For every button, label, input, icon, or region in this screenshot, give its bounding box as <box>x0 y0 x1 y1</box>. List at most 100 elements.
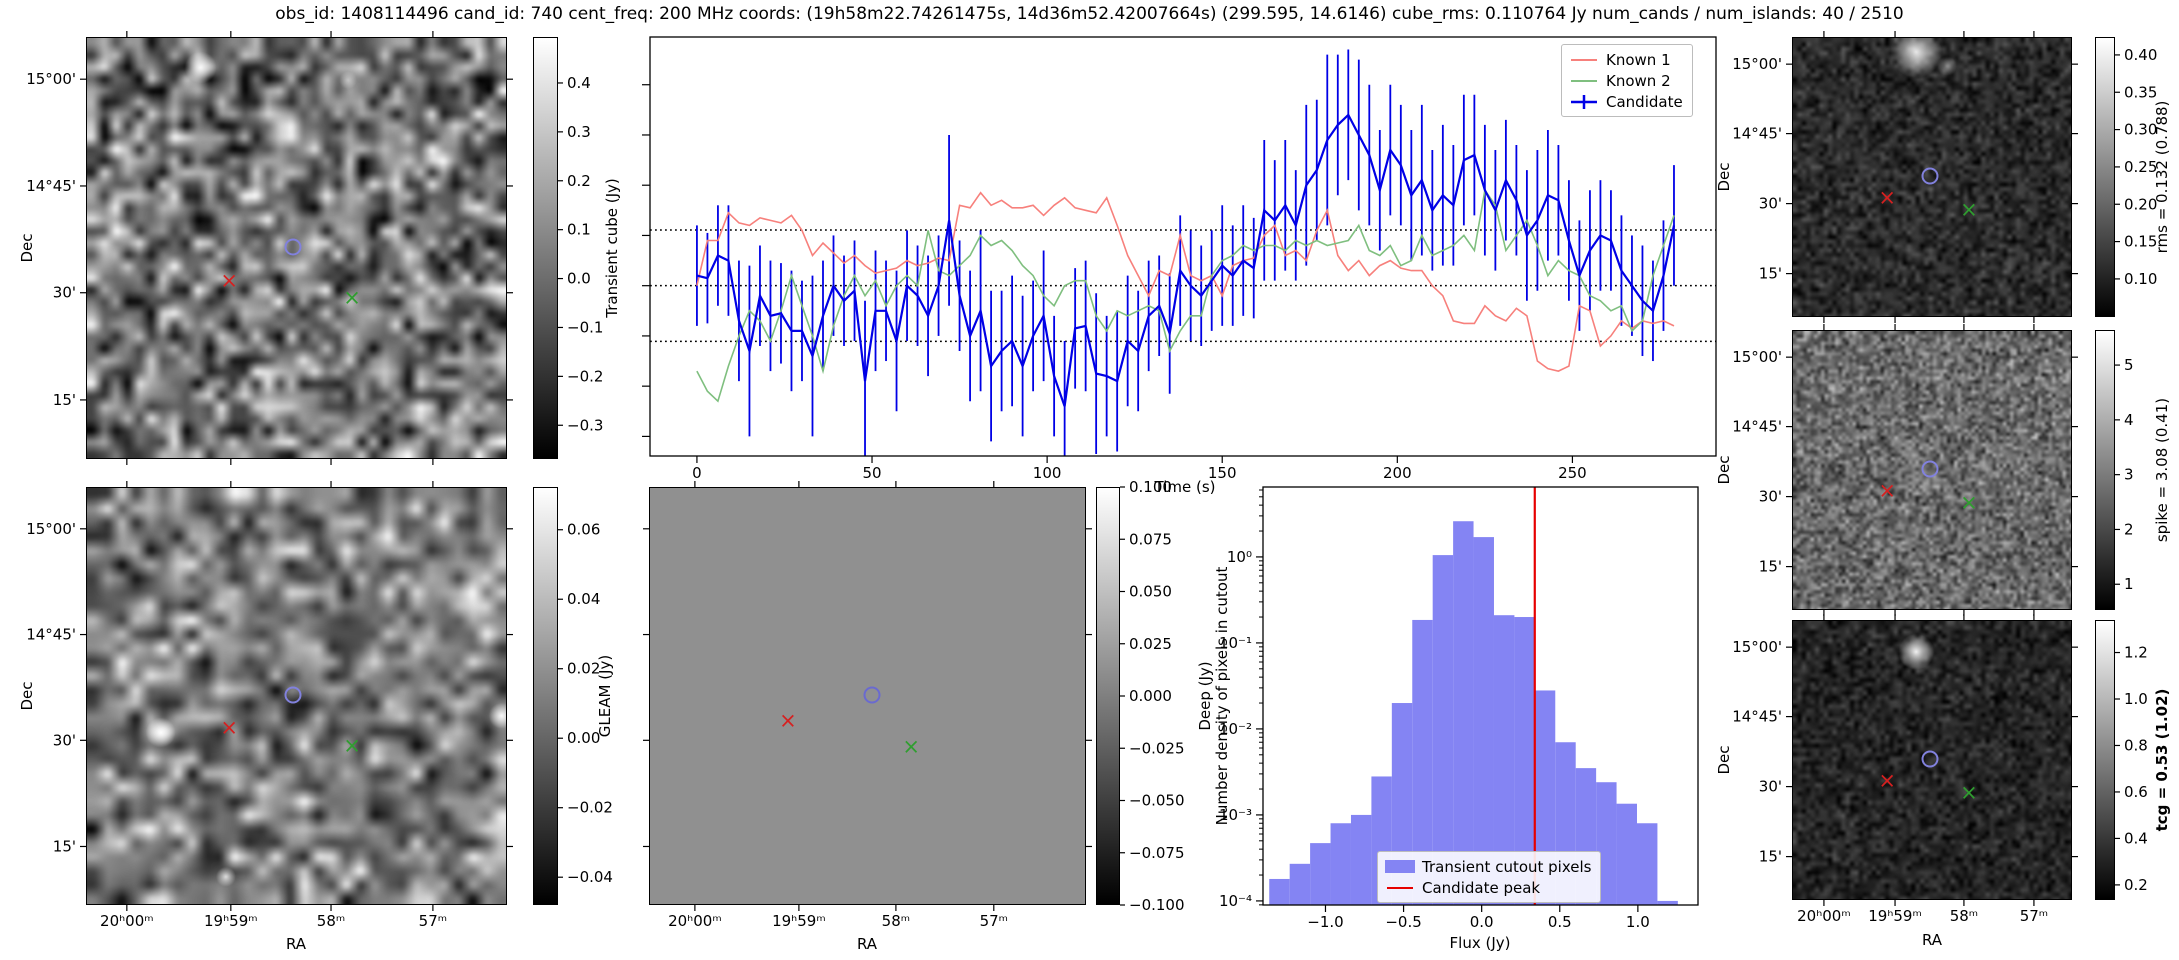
tick-label: 0.06 <box>567 521 600 539</box>
known1-marker: × <box>779 708 797 733</box>
tick-label: 15' <box>1759 848 1782 866</box>
ra-axis-label: RA <box>1921 931 1943 949</box>
known1-marker: × <box>220 716 238 741</box>
dec-axis-label: Dec <box>18 681 36 711</box>
tick-label: 0.4 <box>2124 829 2148 847</box>
histogram-bar <box>1310 843 1331 905</box>
figure-title: obs_id: 1408114496 cand_id: 740 cent_fre… <box>275 4 1904 24</box>
tick-label: 15°00' <box>26 70 76 88</box>
tick-label: 0.050 <box>1129 583 1172 601</box>
tick-label: 1.0 <box>1626 913 1650 931</box>
tick-label: 15' <box>1759 265 1782 283</box>
candidate-marker <box>863 686 881 704</box>
tick-label: 19ʰ59ᵐ <box>204 912 258 930</box>
legend-item-known1: Known 1 <box>1569 49 1683 70</box>
tick-label: 15' <box>53 837 76 855</box>
series-known1 <box>696 191 1675 372</box>
tick-label: 0.35 <box>2124 83 2157 101</box>
tick-label: 0.10 <box>2124 270 2157 288</box>
candidate-marker <box>1921 750 1939 768</box>
spike-colorbar <box>2095 330 2115 610</box>
tick-label: −0.100 <box>1129 896 1185 914</box>
histogram-bar <box>1350 814 1372 905</box>
histogram-bar <box>1473 537 1494 905</box>
tick-label: 14°45' <box>1732 418 1782 436</box>
tick-label: 0.000 <box>1129 687 1172 705</box>
tick-label: 3 <box>2124 466 2134 484</box>
histogram-bar <box>1616 803 1637 905</box>
tick-label: 58ᵐ <box>1950 907 1978 925</box>
tick-label: −0.04 <box>567 868 613 886</box>
tick-label: 1.2 <box>2124 644 2148 662</box>
flux-axis-label: Flux (Jy) <box>1449 934 1511 952</box>
histogram-bar <box>1330 823 1351 905</box>
rms-colorbar-label: rms = 0.132 (0.788) <box>2153 100 2171 254</box>
ra-axis-label: RA <box>856 935 878 953</box>
known2-marker: × <box>1960 780 1978 805</box>
legend-item-known2: Known 2 <box>1569 70 1683 91</box>
known2-marker: × <box>902 734 920 759</box>
gleam-colorbar <box>533 487 558 905</box>
gleam-colorbar-label: GLEAM (Jy) <box>596 654 614 738</box>
candidate-errorbar-swatch <box>1571 94 1597 109</box>
transient-colorbar-label: Transient cube (Jy) <box>603 178 621 318</box>
tick-label: 14°45' <box>1732 708 1782 726</box>
legend-label: Known 1 <box>1606 50 1671 69</box>
known2-line-swatch <box>1571 79 1597 82</box>
legend-item-cutout-pixels: Transient cutout pixels <box>1385 856 1591 877</box>
tick-label: 0.40 <box>2124 46 2157 64</box>
tick-label: 30' <box>1759 488 1782 506</box>
tick-label: 10⁻⁴ <box>1219 892 1252 910</box>
transient-colorbar <box>533 37 558 459</box>
tick-label: 2 <box>2124 520 2134 538</box>
legend-item-candidate-peak: Candidate peak <box>1385 877 1591 898</box>
tick-label: 0.1 <box>567 221 591 239</box>
tick-label: −0.1 <box>567 318 603 336</box>
tick-label: 30' <box>53 731 76 749</box>
transient-cube-image <box>86 37 507 459</box>
deep-colorbar <box>1096 487 1120 905</box>
tick-label: 57ᵐ <box>419 912 447 930</box>
tick-label: 0.4 <box>567 74 591 92</box>
histogram-bar <box>1289 863 1311 905</box>
tick-label: 30' <box>53 284 76 302</box>
tick-label: 0.3 <box>567 123 591 141</box>
candidate-marker <box>1921 460 1939 478</box>
tick-label: 15°00' <box>26 520 76 538</box>
known1-marker: × <box>1878 186 1896 211</box>
tick-label: −0.075 <box>1129 844 1185 862</box>
tick-label: −0.5 <box>1385 913 1421 931</box>
known2-marker: × <box>343 285 361 310</box>
tick-label: −0.025 <box>1129 739 1185 757</box>
dec-axis-label: Dec <box>18 233 36 263</box>
tick-label: 15°00' <box>1732 348 1782 366</box>
tcg-colorbar <box>2095 620 2115 900</box>
dec-axis-label: Dec <box>1715 162 1733 192</box>
series-known2 <box>696 188 1675 403</box>
tick-label: 0.0 <box>1470 913 1494 931</box>
tcg-colorbar-label: tcg = 0.53 (1.02) <box>2153 688 2171 832</box>
known1-line-swatch <box>1571 58 1597 61</box>
tick-label: 57ᵐ <box>980 912 1008 930</box>
known2-marker: × <box>1960 490 1978 515</box>
deep-colorbar-label: Deep (Jy) <box>1196 661 1214 731</box>
candidate-marker <box>284 238 302 256</box>
tick-label: −0.050 <box>1129 792 1185 810</box>
tick-label: −0.2 <box>567 367 603 385</box>
histogram-bar <box>1657 900 1678 905</box>
tick-label: 0.2 <box>2124 876 2148 894</box>
known2-marker: × <box>1960 197 1978 222</box>
histogram-bar <box>1636 823 1658 905</box>
spike-colorbar-label: spike = 3.08 (0.41) <box>2153 397 2171 543</box>
tick-label: 14°45' <box>26 177 76 195</box>
tick-label: 58ᵐ <box>882 912 910 930</box>
tick-label: 19ʰ59ᵐ <box>772 912 826 930</box>
tick-label: 15' <box>53 391 76 409</box>
tick-label: 100 <box>1033 464 1062 482</box>
candidate-marker <box>1921 167 1939 185</box>
dec-axis-label: Dec <box>1715 455 1733 485</box>
tick-label: 14°45' <box>26 626 76 644</box>
histogram-frame <box>1262 486 1699 906</box>
tick-label: 20ʰ00ᵐ <box>100 912 154 930</box>
